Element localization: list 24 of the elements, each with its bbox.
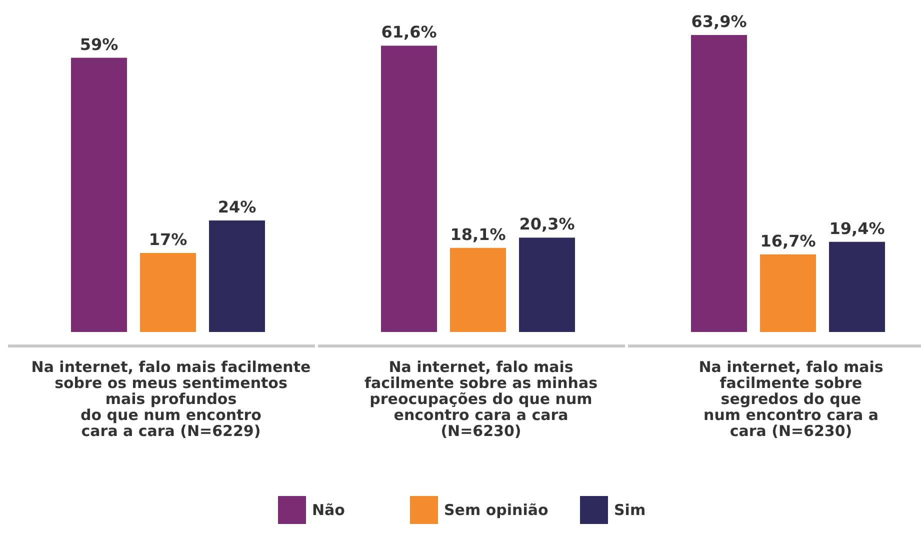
x-tick-label: Na internet, falo mais facilmente sobre os meus sentimentos mais profundos do que num encontro cara a cara (N=6229)	[31, 358, 311, 440]
legend-label: Sim	[614, 501, 646, 519]
bar	[450, 248, 506, 332]
bar	[209, 220, 265, 332]
data-label: 63,9%	[691, 12, 747, 31]
data-label: 20,3%	[519, 214, 575, 234]
data-label: 16,7%	[760, 231, 816, 250]
data-label: 61,6%	[381, 22, 437, 42]
x-tick-label: Na internet, falo mais facilmente sobre as minhas preocupações do que num encontro cara a cara (N=6230)	[364, 358, 598, 440]
data-label: 18,1%	[450, 224, 506, 244]
bar	[381, 46, 437, 332]
bar	[829, 242, 885, 332]
bar	[519, 238, 575, 332]
bar	[140, 252, 196, 332]
bar	[760, 254, 816, 332]
data-label: 24%	[218, 197, 256, 216]
data-label: 17%	[148, 230, 188, 249]
x-tick-label: Na internet, falo mais facilmente sobre segredos do que num encontro cara a cara (N=6230)	[698, 358, 884, 440]
legend-label: Não	[312, 501, 345, 519]
bar	[71, 58, 127, 332]
legend-label: Sem opinião	[444, 501, 548, 519]
bar	[691, 35, 747, 332]
data-label: 19,4%	[829, 218, 885, 238]
data-label: 59%	[80, 34, 118, 54]
